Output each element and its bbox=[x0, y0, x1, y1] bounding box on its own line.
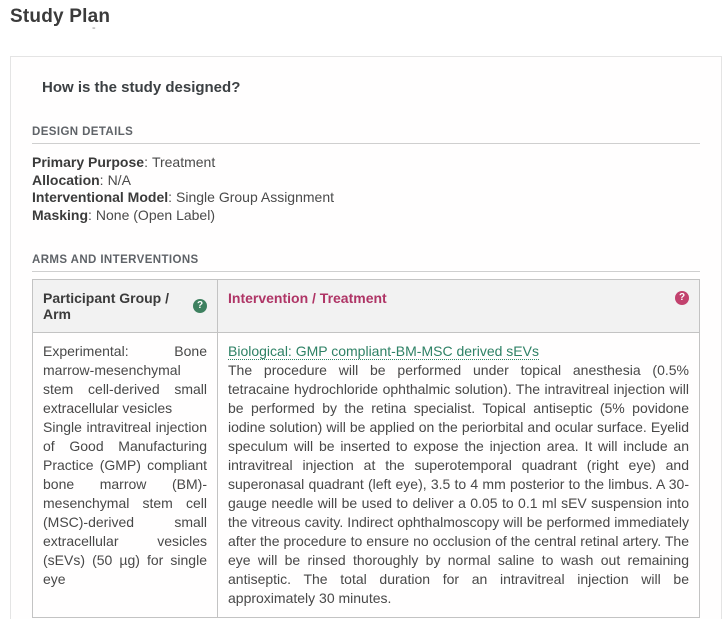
field-separator: : bbox=[88, 206, 92, 223]
column-header-participant-group: Participant Group / Arm ? bbox=[32, 279, 218, 333]
field-label: Masking bbox=[32, 206, 89, 223]
column-header-label: Participant Group / Arm bbox=[43, 290, 170, 322]
field-separator: : bbox=[168, 189, 173, 205]
design-field-primary-purpose: Primary Purpose: Treatment bbox=[32, 154, 700, 172]
intervention-cell: Biological: GMP compliant-BM-MSC derived… bbox=[217, 332, 700, 618]
field-separator: : bbox=[144, 154, 148, 170]
field-label: Allocation bbox=[32, 171, 100, 188]
field-label: Interventional Model bbox=[32, 189, 169, 205]
design-field-masking: Masking: None (Open Label) bbox=[32, 207, 700, 225]
field-value: Single Group Assignment bbox=[176, 189, 334, 205]
section-title-arms-and-interventions: ARMS AND INTERVENTIONS bbox=[32, 254, 700, 272]
arms-interventions-table: Participant Group / Arm ? Intervention /… bbox=[32, 279, 700, 618]
intervention-description: The procedure will be performed under to… bbox=[228, 362, 689, 606]
field-value: N/A bbox=[107, 171, 131, 188]
design-field-allocation: Allocation: N/A bbox=[32, 172, 700, 190]
table-row: Experimental: Bone marrow-mesenchymal st… bbox=[32, 332, 700, 618]
design-field-interventional-model: Interventional Model: Single Group Assign… bbox=[32, 189, 700, 207]
column-header-label: Intervention / Treatment bbox=[228, 290, 387, 306]
page-title: Study Plan bbox=[10, 6, 111, 27]
field-label: Primary Purpose bbox=[32, 154, 145, 170]
card-heading: How is the study designed? bbox=[42, 79, 241, 96]
field-value: Treatment bbox=[151, 154, 216, 170]
intervention-link[interactable]: Biological: GMP compliant-BM-MSC derived… bbox=[228, 343, 539, 360]
column-header-intervention-treatment: Intervention / Treatment ? bbox=[217, 279, 700, 333]
arm-description: Single intravitreal injection of Good Ma… bbox=[43, 419, 207, 587]
table-header-row: Participant Group / Arm ? Intervention /… bbox=[32, 279, 700, 333]
help-icon[interactable]: ? bbox=[675, 291, 689, 305]
field-value: None (Open Label) bbox=[95, 206, 215, 223]
help-icon[interactable]: ? bbox=[193, 299, 207, 313]
study-design-card: How is the study designed? DESIGN DETAIL… bbox=[10, 56, 722, 619]
design-details-fields: Primary Purpose: Treatment Allocation: N/A… bbox=[32, 154, 700, 224]
participant-group-cell: Experimental: Bone marrow-mesenchymal st… bbox=[32, 332, 218, 618]
section-title-design-details: DESIGN DETAILS bbox=[32, 126, 700, 144]
arm-title: Experimental: Bone marrow-mesenchymal st… bbox=[43, 343, 207, 416]
collapse-dash: - bbox=[92, 22, 96, 34]
field-separator: : bbox=[99, 171, 104, 188]
